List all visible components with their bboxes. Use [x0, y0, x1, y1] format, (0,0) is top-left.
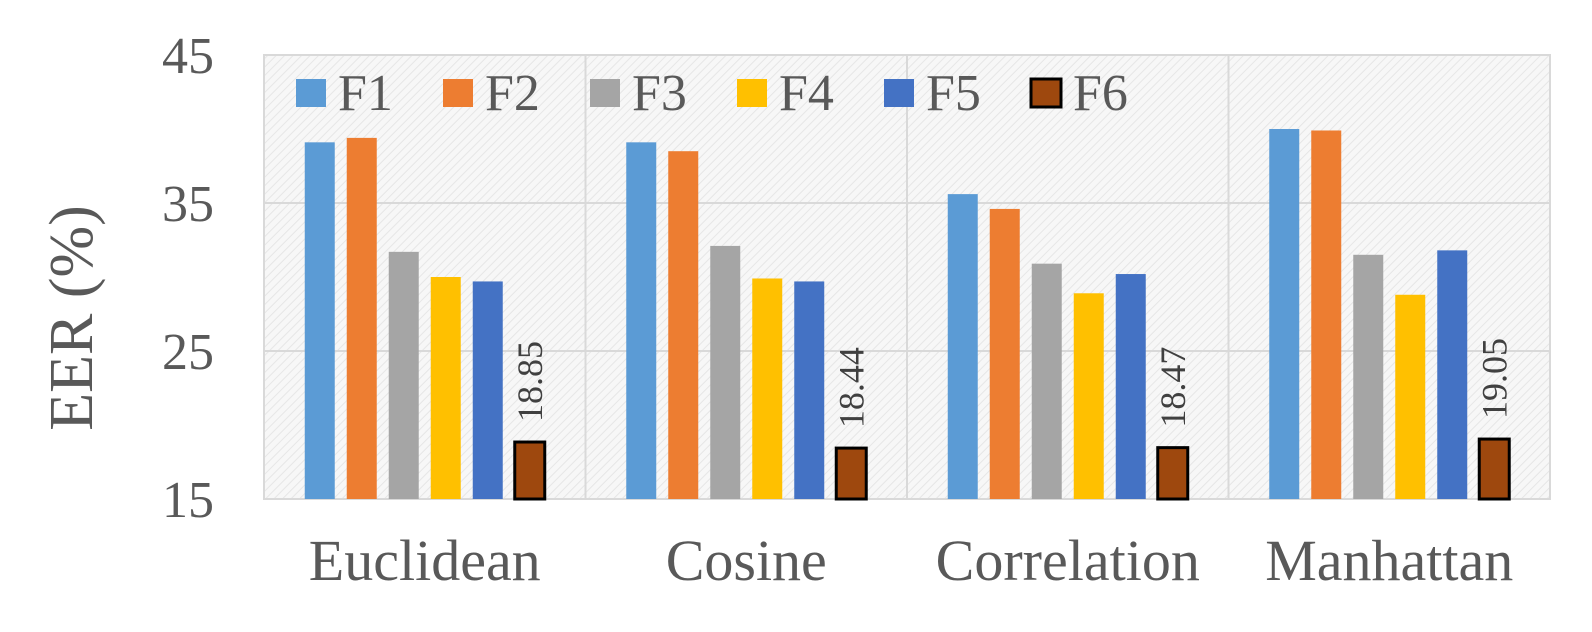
legend-label-f4: F4 [779, 65, 834, 122]
y-tick-label: 15 [162, 472, 214, 529]
y-axis-title: EER (%) [38, 205, 106, 431]
legend-swatch-f3 [590, 79, 620, 107]
data-label-cosine: 18.44 [831, 347, 871, 428]
y-tick-label: 45 [162, 28, 214, 85]
y-tick-label: 35 [162, 176, 214, 233]
bar-f5-manhattan [1437, 250, 1468, 499]
bar-f6-correlation [1156, 446, 1190, 501]
bar-f2-manhattan [1311, 130, 1342, 500]
legend-swatch-f2 [443, 79, 473, 107]
data-label-correlation: 18.47 [1153, 347, 1193, 428]
bar-f5-correlation [1115, 274, 1146, 499]
bar-f1-correlation [947, 194, 978, 499]
data-label-manhattan: 19.05 [1474, 338, 1514, 419]
x-tick-label-euclidean: Euclidean [309, 528, 541, 593]
legend-label-f6: F6 [1073, 65, 1128, 122]
data-label-euclidean: 18.85 [510, 341, 550, 422]
bar-f4-euclidean [430, 277, 461, 499]
bar-f2-euclidean [346, 137, 377, 499]
bar-f4-correlation [1073, 293, 1104, 499]
bar-f3-euclidean [388, 251, 419, 499]
x-tick-label-cosine: Cosine [666, 528, 827, 593]
bar-f3-cosine [710, 245, 741, 499]
bar-f6-cosine [834, 446, 868, 501]
bar-f1-cosine [626, 142, 657, 499]
x-tick-label-manhattan: Manhattan [1265, 528, 1513, 593]
bar-f6-manhattan [1477, 437, 1511, 501]
legend-label-f3: F3 [632, 65, 687, 122]
bar-f3-correlation [1031, 263, 1062, 499]
bar-f5-cosine [794, 281, 825, 499]
legend-swatch-f6 [1029, 77, 1063, 109]
bar-f5-euclidean [472, 281, 503, 499]
bar-f1-euclidean [304, 142, 335, 499]
legend-label-f2: F2 [485, 65, 540, 122]
y-tick-label: 25 [162, 324, 214, 381]
legend-label-f1: F1 [338, 65, 393, 122]
legend-swatch-f4 [737, 79, 767, 107]
bar-f4-cosine [752, 278, 783, 499]
x-tick-label-correlation: Correlation [936, 528, 1200, 593]
legend-swatch-f1 [296, 79, 326, 107]
legend-label-f5: F5 [926, 65, 981, 122]
bar-f6-euclidean [513, 440, 547, 501]
bar-f2-correlation [989, 208, 1020, 500]
legend-swatch-f5 [884, 79, 914, 107]
bar-f4-manhattan [1395, 294, 1426, 499]
bar-f2-cosine [668, 151, 699, 499]
bar-f3-manhattan [1353, 254, 1384, 499]
bar-f1-manhattan [1269, 129, 1300, 499]
